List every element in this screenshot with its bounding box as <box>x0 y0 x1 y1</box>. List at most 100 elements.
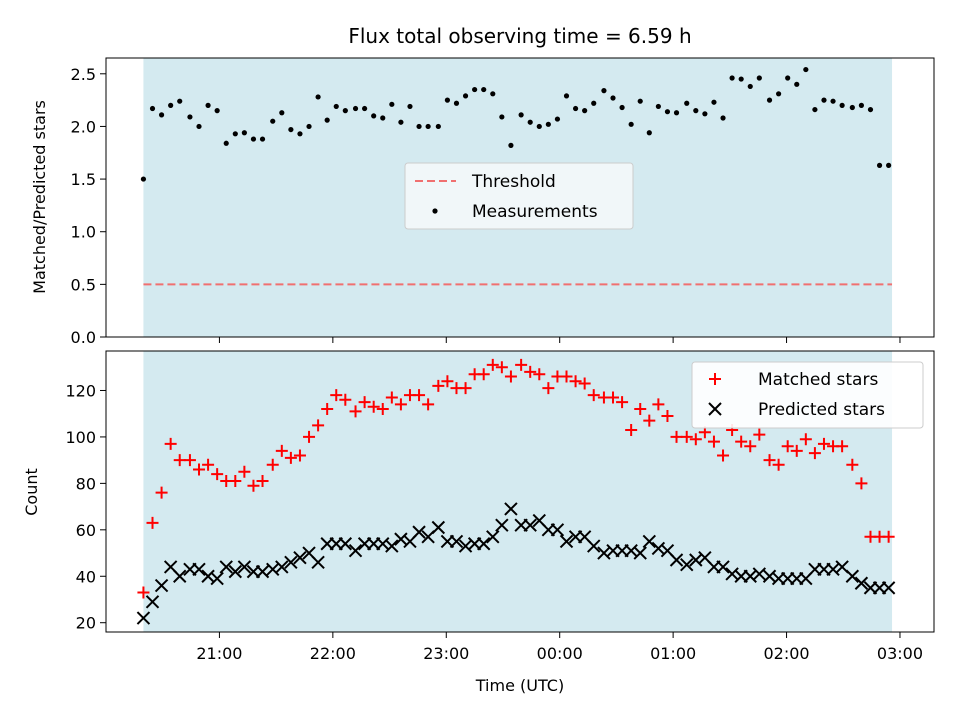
matched-point <box>164 437 177 450</box>
bottom-legend-box <box>691 361 924 429</box>
measurement-point <box>499 114 505 120</box>
measurement-point <box>223 140 229 146</box>
matched-point <box>146 516 159 529</box>
matched-point <box>882 530 895 543</box>
bottom-panel: 20 40 60 80 100 120 21:00 22:00 23:00 00:00 01:00… <box>22 350 935 695</box>
bottom-x-ticks: 21:00 22:00 23:00 00:00 01:00 02:00 03:00 <box>196 632 923 663</box>
top-y-ticks: 0.0 0.5 1.0 1.5 2.0 2.5 <box>71 65 106 347</box>
measurement-point <box>306 123 312 130</box>
measurement-point <box>554 116 561 122</box>
predicted-point <box>154 578 169 593</box>
predicted-point <box>845 569 860 583</box>
measurement-point <box>241 130 247 136</box>
measurement-point <box>720 115 726 121</box>
measurement-point <box>664 109 671 115</box>
matched-point <box>247 479 260 492</box>
measurement-point <box>876 162 883 168</box>
predicted-point <box>311 555 325 570</box>
measurement-point <box>886 162 892 168</box>
measurement-point <box>711 99 717 105</box>
top-axes-frame <box>105 57 935 338</box>
measurement-point <box>591 100 597 106</box>
measurement-point <box>196 123 202 130</box>
predicted-point <box>486 530 500 544</box>
predicted-point <box>669 553 684 567</box>
bottom-axes-frame <box>105 350 935 633</box>
measurement-point <box>867 106 874 113</box>
x-axis-label: Time (UTC) <box>475 676 564 695</box>
matched-point <box>349 405 362 418</box>
bottom-y-tick-label: 60 <box>76 521 96 540</box>
matched-point <box>183 454 196 467</box>
matched-point <box>441 375 454 388</box>
matched-point <box>817 437 830 450</box>
predicted-point <box>633 546 647 560</box>
matched-point <box>790 444 803 457</box>
matched-point <box>155 486 168 499</box>
measurement-point <box>794 81 800 87</box>
matched-point <box>855 477 868 490</box>
bottom-y-tick-label: 100 <box>65 428 96 447</box>
measurement-point <box>149 105 156 112</box>
matched-point <box>173 454 186 467</box>
predicted-point <box>752 567 767 581</box>
matched-point <box>735 435 748 448</box>
matched-point <box>616 396 629 409</box>
matched-legend-swatch <box>709 373 721 385</box>
measurement-point <box>315 94 321 100</box>
measurements-legend-swatch <box>432 208 438 214</box>
predicted-point <box>255 564 270 579</box>
x-tick-label: 02:00 <box>763 644 809 663</box>
measurement-point <box>425 123 431 130</box>
predicted-point <box>449 534 464 549</box>
matched-point <box>587 389 600 402</box>
matched-point <box>799 433 812 446</box>
measurement-point <box>821 97 827 103</box>
predicted-point <box>587 539 601 553</box>
matched-point <box>808 447 821 460</box>
measurement-points <box>140 66 892 182</box>
measurement-point <box>453 100 460 106</box>
matched-point <box>607 391 620 404</box>
matched-point <box>707 435 720 448</box>
measurement-point <box>756 75 762 81</box>
measurement-point <box>232 131 238 137</box>
matched-point <box>643 414 656 427</box>
chart-title: Flux total observing time = 6.59 h <box>348 24 691 48</box>
matched-point <box>459 382 472 395</box>
measurement-point <box>572 105 579 112</box>
measurement-point <box>214 108 220 114</box>
top-legend: Threshold Measurements <box>404 162 634 230</box>
matched-point <box>763 454 776 467</box>
measurement-point <box>839 102 845 108</box>
matched-point <box>560 370 573 383</box>
predicted-point <box>275 560 289 574</box>
measurement-point <box>776 91 782 97</box>
bottom-legend: Matched stars Predicted stars <box>691 361 924 429</box>
matched-point <box>284 451 297 464</box>
predicted-point <box>219 560 233 574</box>
matched-point <box>486 358 499 371</box>
matched-point <box>542 382 555 395</box>
measurement-point <box>610 95 616 101</box>
matched-point <box>330 389 343 402</box>
measurement-point <box>371 113 377 119</box>
top-y-tick-label: 1.0 <box>71 223 96 242</box>
matched-point <box>266 458 279 471</box>
measurement-point <box>545 121 551 127</box>
matched-point <box>211 468 224 481</box>
measurement-point <box>766 97 773 103</box>
measurement-point <box>270 118 276 124</box>
matched-point <box>504 370 517 383</box>
matched-point <box>432 379 445 392</box>
measurement-point <box>849 104 855 111</box>
matched-point <box>293 449 306 462</box>
predicted-point <box>431 520 446 535</box>
x-tick-label: 03:00 <box>877 644 923 663</box>
measurement-point <box>472 86 478 93</box>
matched-point <box>836 440 849 453</box>
predicted-point <box>338 537 353 551</box>
measurement-point <box>693 108 699 114</box>
predicted-point <box>385 539 399 553</box>
